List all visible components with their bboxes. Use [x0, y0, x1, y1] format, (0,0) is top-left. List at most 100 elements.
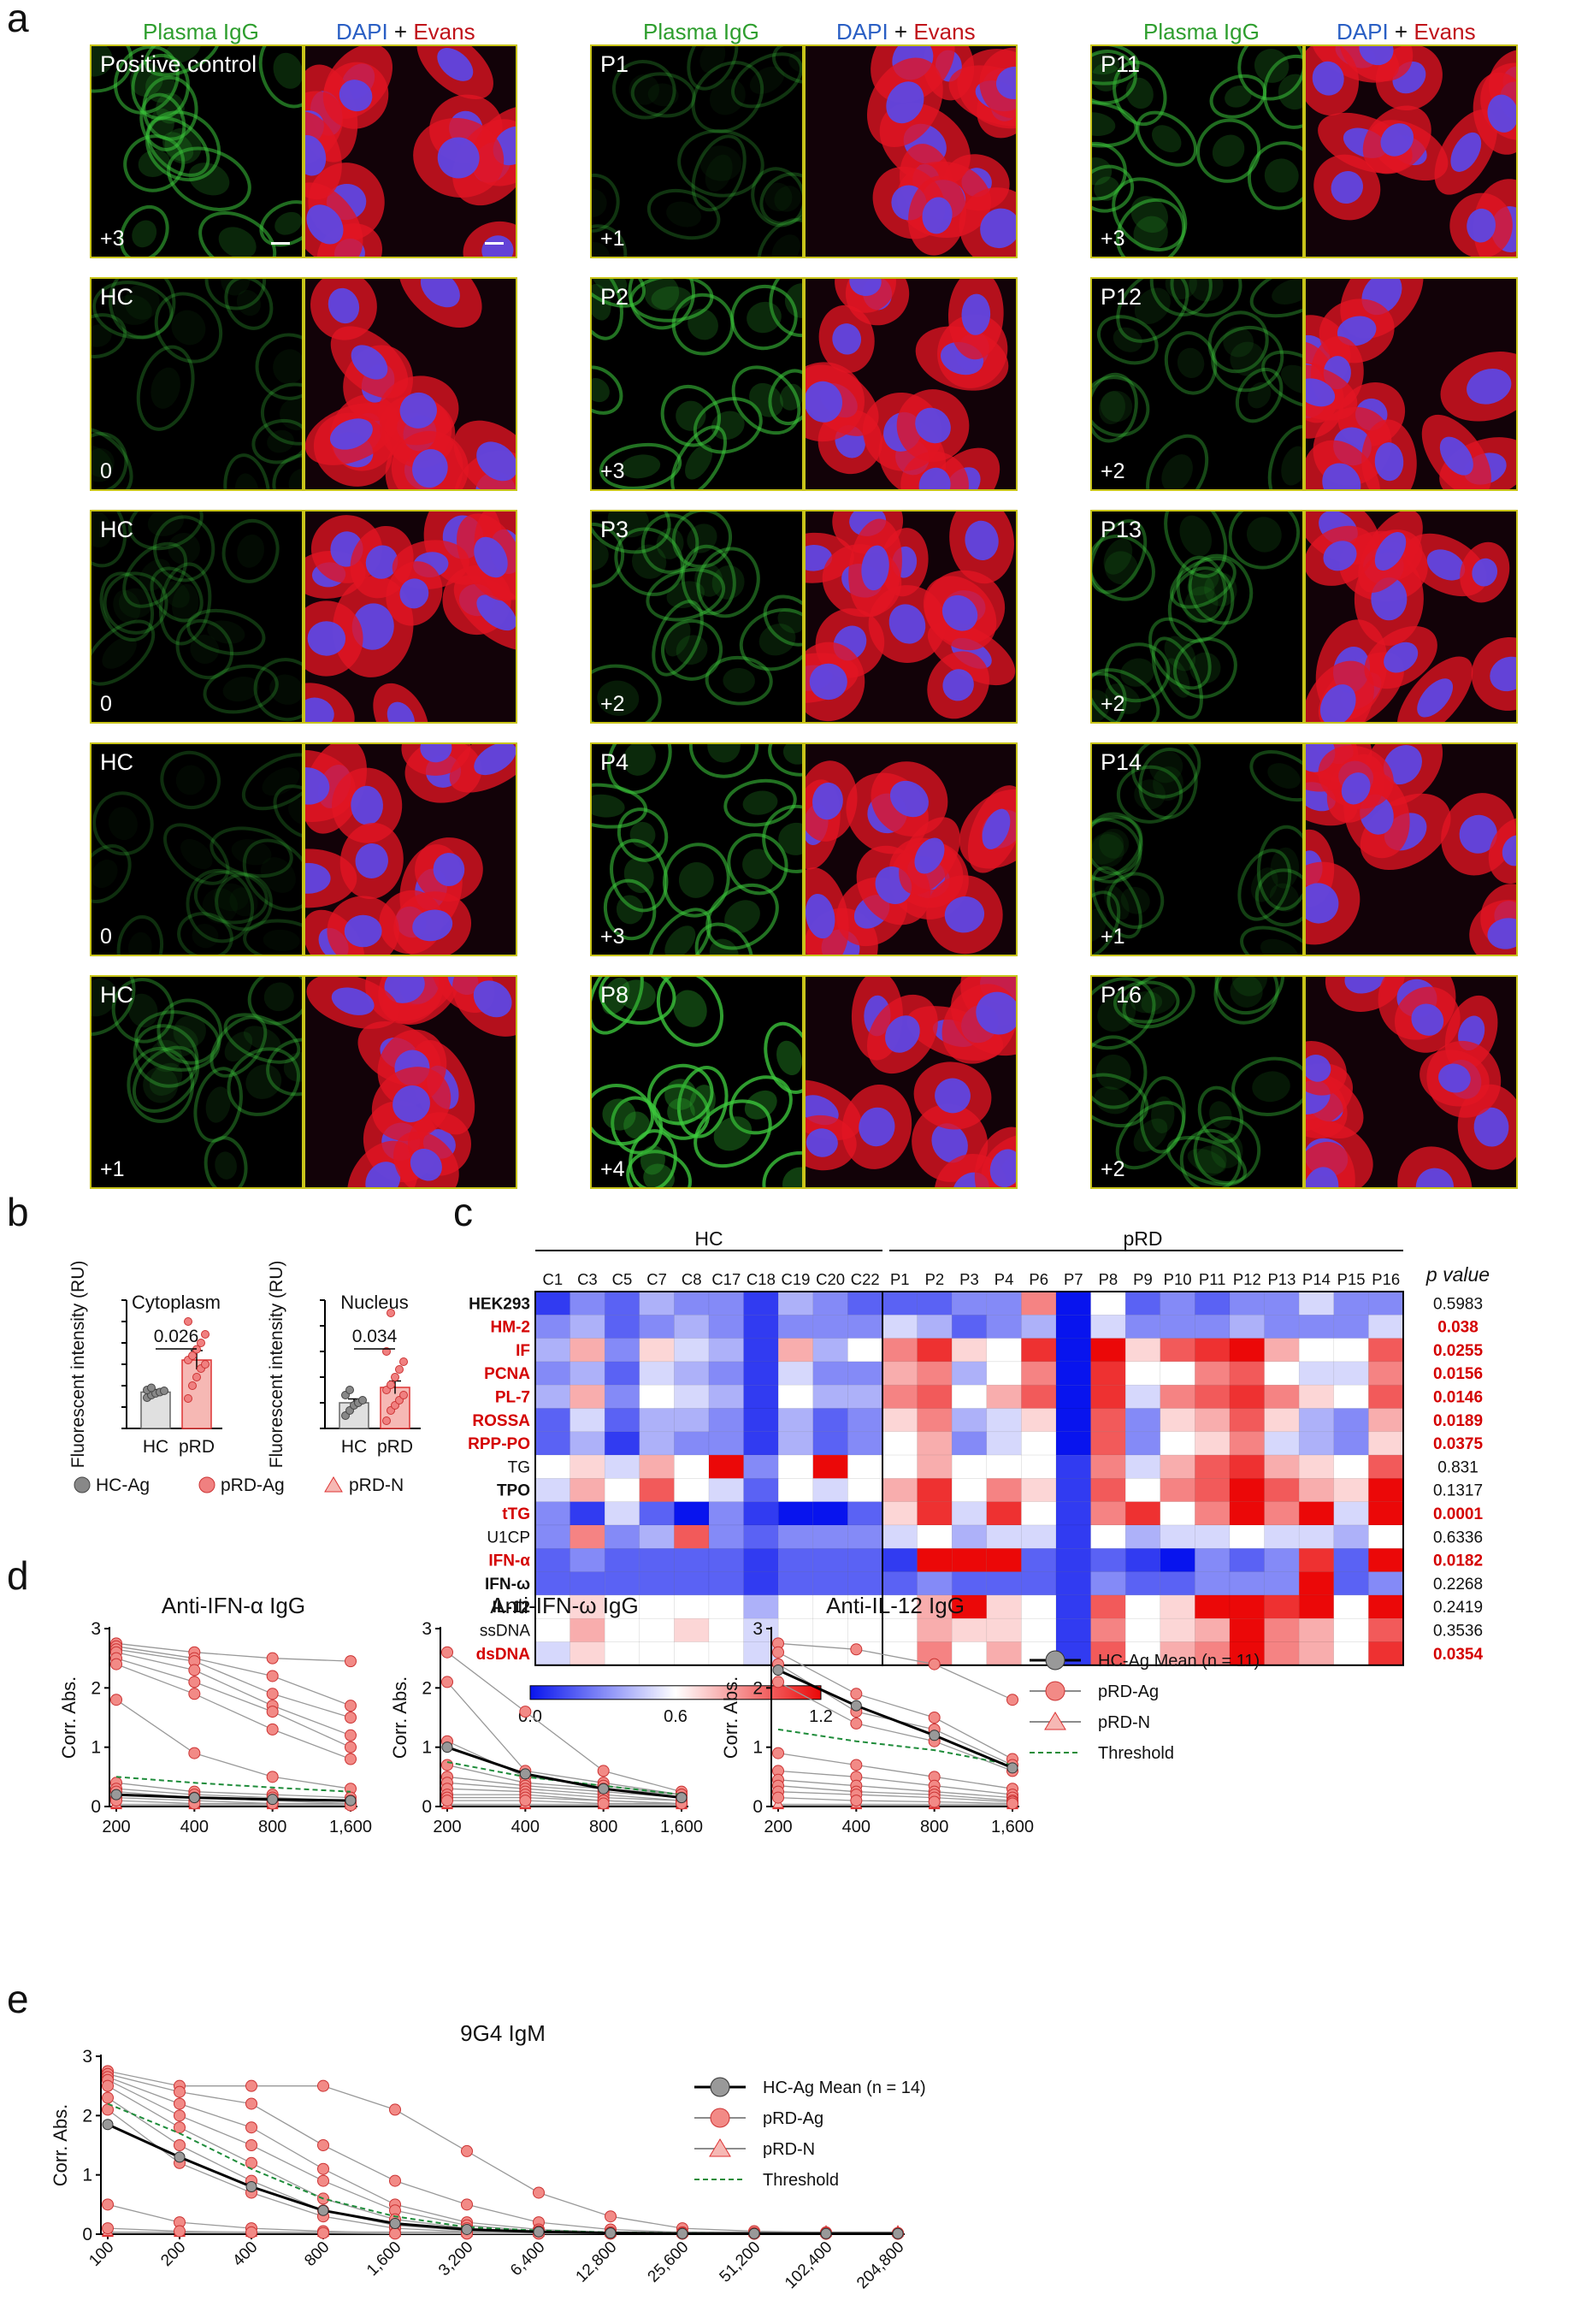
heatmap-cell — [743, 1291, 779, 1316]
cell-outline — [705, 883, 779, 950]
heatmap-cell — [1368, 1384, 1404, 1409]
heatmap-cell — [1160, 1454, 1195, 1479]
cell — [198, 211, 277, 257]
heatmap-cell — [1160, 1315, 1195, 1339]
cell-outline — [91, 844, 132, 903]
y-tick-label: 3 — [753, 1619, 763, 1639]
nucleus — [1337, 316, 1377, 346]
cell — [866, 57, 943, 148]
threshold-line — [115, 1776, 351, 1793]
cell-body — [1153, 766, 1183, 801]
cell-body — [629, 74, 660, 105]
legend-hc-ag-label: HC-Ag — [96, 1475, 150, 1495]
tile-dapi-evans — [304, 510, 517, 724]
heatmap-cell — [534, 1384, 570, 1409]
data-point — [147, 1383, 156, 1393]
patient-point — [174, 2097, 186, 2110]
heatmap-cell — [1160, 1594, 1195, 1619]
heatmap-cell — [708, 1501, 744, 1526]
cell-outline — [1092, 818, 1142, 884]
nucleus — [1472, 558, 1498, 587]
hc-mean-point — [245, 2181, 257, 2193]
nucleus — [305, 135, 327, 176]
cell — [260, 382, 302, 446]
x-tick-label: 1,600 — [363, 2238, 404, 2280]
cell-body — [1092, 831, 1124, 865]
heatmap-cell — [1298, 1315, 1335, 1339]
cell-body — [113, 589, 141, 624]
cell-body — [1209, 1101, 1232, 1129]
cell-body — [723, 667, 755, 694]
cell — [221, 518, 280, 583]
patient-point — [389, 2227, 401, 2240]
cell-body — [705, 154, 733, 192]
cell — [453, 420, 516, 489]
column-label: P2 — [925, 1270, 945, 1288]
x-tick-label: 800 — [258, 1818, 286, 1836]
heatmap-cell — [1333, 1384, 1369, 1409]
prd-block-border — [882, 1291, 1404, 1666]
patient-point — [266, 1723, 279, 1736]
cell — [959, 187, 1016, 257]
cell-outline — [134, 1010, 221, 1072]
legend-prd-ag-label: pRD-Ag — [221, 1475, 285, 1495]
cell-body — [777, 607, 802, 634]
x-tick-label: 800 — [589, 1818, 617, 1836]
heatmap-cell — [1124, 1524, 1161, 1549]
cell-outline — [671, 512, 733, 569]
cell — [305, 749, 356, 822]
data-point — [197, 1339, 205, 1347]
y-axis-label: Corr. Abs. — [720, 1676, 741, 1759]
cell — [1469, 899, 1516, 955]
patient-point — [174, 2139, 186, 2151]
heatmap-cell — [882, 1501, 918, 1526]
heatmap-cell — [1368, 1361, 1404, 1386]
cell-outline — [139, 92, 186, 151]
heatmap-cell — [882, 1431, 918, 1456]
heatmap-cell — [1333, 1338, 1369, 1363]
cell-outline — [1214, 977, 1285, 1015]
heatmap-cell — [639, 1431, 675, 1456]
nucleus — [995, 66, 1016, 100]
heatmap-cell — [743, 1431, 779, 1456]
patient-point — [345, 1753, 357, 1765]
heatmap-cell — [1160, 1408, 1195, 1433]
row-p-value: 0.2268 — [1433, 1576, 1483, 1594]
cell-outline — [1148, 617, 1212, 690]
row-label: IFN-α — [488, 1552, 530, 1570]
nucleus — [1467, 208, 1496, 243]
heatmap-cell — [743, 1571, 779, 1596]
cell-body — [647, 83, 679, 107]
heatmap-cell — [917, 1478, 953, 1502]
column-label: C7 — [646, 1270, 667, 1288]
cell-body — [188, 163, 230, 196]
cell-outline — [592, 365, 623, 415]
cell-body — [1278, 74, 1302, 110]
tile-image — [305, 744, 516, 955]
heatmap-cell — [534, 1291, 570, 1316]
hc-mean-point — [519, 1768, 531, 1780]
nucleus — [944, 896, 985, 933]
cell-body — [784, 283, 802, 318]
cell — [592, 1084, 654, 1146]
heatmap-cell — [743, 1384, 779, 1409]
patient-line — [115, 1699, 351, 1789]
column-label: C1 — [542, 1270, 563, 1288]
cell-body — [213, 883, 250, 912]
cell-outline — [676, 1066, 729, 1138]
group-label-prd: pRD — [1123, 1227, 1162, 1250]
cell-body — [192, 923, 219, 949]
cell — [186, 868, 255, 943]
hc-mean-point — [1006, 1762, 1018, 1774]
tile-image — [305, 46, 516, 257]
tile-label: HC — [100, 284, 133, 310]
tile-image — [592, 279, 802, 489]
cell — [177, 912, 233, 955]
patient-line — [777, 1770, 1013, 1795]
tile-plasma-igg: P14 +1 — [1090, 742, 1304, 956]
tile-label: Positive control — [100, 51, 257, 77]
cell-outline — [116, 914, 164, 955]
cell-outline — [1138, 748, 1198, 820]
heatmap-cell — [1021, 1361, 1057, 1386]
cell — [771, 46, 802, 85]
